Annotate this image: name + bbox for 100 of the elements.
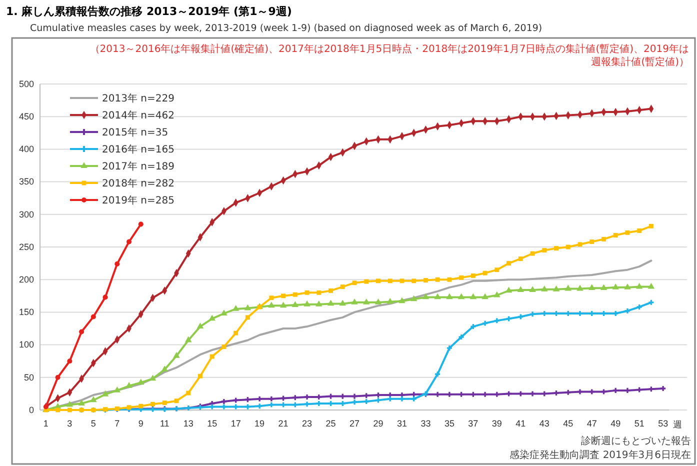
point	[398, 297, 406, 304]
y-tick-label: 0	[28, 404, 34, 415]
point	[577, 389, 582, 394]
y-tick-label: 200	[18, 274, 34, 284]
point	[459, 275, 464, 280]
point	[102, 294, 108, 300]
point	[447, 277, 452, 282]
point	[364, 399, 369, 404]
point	[66, 400, 74, 407]
x-tick-label: 15	[207, 418, 218, 428]
point	[506, 316, 512, 322]
point	[578, 242, 582, 247]
point	[304, 300, 310, 306]
x-tick-label: 35	[444, 418, 454, 428]
point	[517, 286, 524, 292]
x-axis-title: 週	[673, 420, 682, 430]
point	[244, 304, 252, 310]
point	[245, 315, 250, 320]
point	[435, 372, 440, 377]
point	[220, 310, 228, 316]
point	[435, 392, 440, 397]
point	[210, 404, 215, 410]
legend-label: 2014年 n=462	[102, 110, 174, 122]
chart-title: 1. 麻しん累積報告数の推移 2013～2019年 (第1～9週)	[6, 5, 292, 18]
point	[186, 390, 191, 396]
point	[280, 396, 286, 401]
point	[114, 386, 121, 392]
point	[67, 358, 72, 364]
point	[470, 293, 477, 300]
point	[540, 285, 548, 292]
point	[126, 239, 132, 244]
point	[564, 284, 572, 291]
y-tick-label: 150	[18, 307, 34, 318]
point	[482, 392, 488, 397]
x-tick-label: 21	[278, 418, 288, 428]
point	[494, 291, 500, 298]
y-tick-label: 300	[18, 209, 34, 220]
point	[114, 261, 120, 266]
point	[588, 284, 596, 290]
point	[328, 288, 333, 293]
point	[149, 374, 156, 381]
point	[257, 396, 262, 402]
point	[576, 284, 584, 291]
point	[90, 396, 97, 402]
point	[566, 244, 570, 250]
point	[624, 308, 630, 314]
legend-label: 2019年 n=285	[102, 194, 174, 206]
point	[518, 256, 523, 261]
x-tick-label: 39	[492, 418, 502, 428]
legend-label: 2017年 n=189	[102, 160, 174, 172]
point	[589, 389, 594, 394]
point	[386, 298, 394, 304]
point	[601, 389, 606, 394]
point	[506, 391, 512, 396]
x-tick-label: 11	[160, 418, 170, 428]
point	[624, 284, 631, 290]
point	[552, 285, 560, 292]
y-tick-label: 100	[18, 340, 34, 350]
point	[636, 387, 642, 392]
point	[161, 366, 168, 372]
y-tick-label: 500	[18, 78, 34, 89]
point	[292, 301, 299, 307]
y-tick-label: 50	[24, 372, 34, 382]
x-tick-label: 3	[67, 418, 72, 428]
point	[184, 336, 192, 342]
point	[316, 290, 322, 295]
point	[636, 304, 642, 310]
point	[412, 278, 416, 284]
point	[362, 298, 370, 304]
point	[601, 236, 606, 242]
point	[173, 352, 180, 358]
x-tick-label: 37	[468, 418, 478, 428]
point	[221, 399, 226, 404]
point	[138, 222, 144, 227]
chart-subtitle: Cumulative measles cases by week, 2013-2019 (week 1-9) (based on diagnosed week as of March 6, 2019)	[30, 23, 542, 34]
x-tick-label: 25	[326, 418, 336, 428]
point	[198, 374, 202, 378]
x-tick-label: 33	[420, 418, 431, 428]
point	[233, 398, 238, 403]
point	[352, 280, 357, 286]
point	[55, 374, 60, 380]
point	[612, 284, 619, 290]
point	[506, 261, 512, 266]
x-tick-label: 27	[349, 418, 360, 428]
point	[648, 300, 654, 305]
text: 感染症発生動向調査 2019年3月6日現在	[510, 449, 691, 461]
point	[150, 402, 155, 406]
point	[376, 278, 380, 284]
point	[470, 324, 476, 330]
x-tick-label: 9	[138, 418, 144, 428]
point	[280, 302, 287, 308]
point	[102, 390, 109, 396]
legend-label: 2015年 n=35	[102, 126, 168, 138]
point	[530, 251, 535, 256]
x-tick-label: 49	[610, 418, 621, 428]
point	[434, 293, 441, 300]
point	[410, 295, 418, 302]
point	[542, 391, 547, 396]
point	[222, 344, 226, 349]
y-tick-label: 450	[18, 111, 34, 122]
